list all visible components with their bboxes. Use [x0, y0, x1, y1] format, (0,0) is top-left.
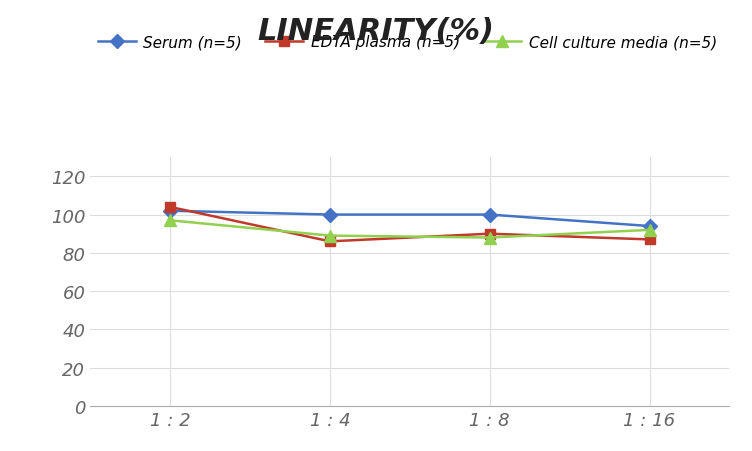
Cell culture media (n=5) — [326, 233, 335, 239]
Line: EDTA plasma (n=5): EDTA plasma (n=5) — [165, 202, 654, 247]
Legend: Serum (n=5), EDTA plasma (n=5), Cell culture media (n=5): Serum (n=5), EDTA plasma (n=5), Cell cul… — [92, 29, 723, 56]
Line: Cell culture media (n=5): Cell culture media (n=5) — [165, 215, 655, 244]
Serum (n=5) — [165, 208, 174, 214]
EDTA plasma (n=5) — [326, 239, 335, 244]
Cell culture media (n=5) — [485, 235, 494, 241]
Line: Serum (n=5): Serum (n=5) — [165, 207, 654, 231]
EDTA plasma (n=5) — [645, 237, 654, 243]
Cell culture media (n=5) — [645, 228, 654, 233]
Serum (n=5) — [485, 212, 494, 218]
Serum (n=5) — [645, 224, 654, 229]
EDTA plasma (n=5) — [485, 231, 494, 237]
Text: LINEARITY(%): LINEARITY(%) — [257, 17, 495, 46]
EDTA plasma (n=5) — [165, 205, 174, 210]
Serum (n=5) — [326, 212, 335, 218]
Cell culture media (n=5) — [165, 218, 174, 224]
